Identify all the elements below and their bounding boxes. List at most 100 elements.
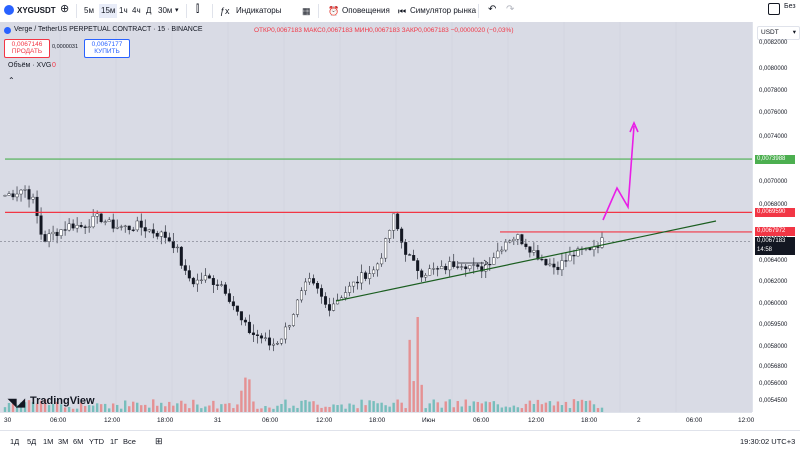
range-1m[interactable]: 1М	[43, 437, 54, 446]
time-tick: 06:00	[686, 417, 703, 424]
alerts-button[interactable]: Оповещения	[342, 6, 390, 15]
volume-bar	[19, 402, 23, 412]
clock-label[interactable]: 19:30:02 UTC+3	[740, 437, 796, 446]
candle	[283, 326, 287, 340]
candle	[155, 232, 159, 237]
candle	[552, 263, 556, 268]
chart-title[interactable]: Verge / TetherUS PERPETUAL CONTRACT · 15…	[14, 26, 203, 33]
collapse-legend-icon[interactable]: ⌃	[8, 76, 15, 85]
volume-bar	[328, 406, 331, 412]
arrow-head-icon	[483, 259, 489, 267]
symbol-search[interactable]: XYGUSDT	[17, 6, 56, 15]
buy-label: КУПИТЬ	[94, 48, 120, 55]
candle	[183, 265, 187, 271]
time-axis[interactable]: 30 06:00 12:00 18:00 31 06:00 12:00 18:00 Июн 06:…	[0, 412, 754, 431]
candle	[324, 296, 328, 305]
volume-bar	[156, 405, 159, 412]
candle	[416, 260, 420, 271]
volume-bar	[508, 407, 512, 412]
indicators-icon[interactable]: ƒx	[220, 6, 230, 16]
interval-15m[interactable]: 15м	[99, 4, 118, 18]
volume-bar	[204, 406, 207, 412]
range-3m[interactable]: 3М	[58, 437, 69, 446]
candle-type-icon[interactable]: ⫿	[196, 4, 200, 15]
currency-label: USDT	[761, 29, 779, 36]
volume-bar	[272, 408, 275, 412]
price-chart-svg[interactable]	[0, 22, 752, 412]
interval-5m[interactable]: 5м	[84, 6, 94, 15]
candle	[392, 213, 396, 231]
volume-bar	[576, 401, 580, 412]
volume-bar	[140, 405, 143, 412]
alert-clock-icon[interactable]: ⏰	[328, 6, 340, 16]
volume-bar	[348, 403, 351, 412]
range-all[interactable]: Все	[123, 437, 136, 446]
candle	[536, 250, 540, 260]
volume-bar	[560, 405, 564, 412]
volume-bar	[360, 399, 363, 412]
volume-bar	[340, 404, 343, 412]
candle	[504, 241, 508, 251]
buy-button[interactable]: 0,0067177 КУПИТЬ	[84, 39, 130, 58]
interval-1h[interactable]: 1ч	[119, 6, 128, 15]
layout-icon[interactable]: ▦	[302, 6, 311, 16]
volume-bar	[152, 399, 155, 412]
time-tick: 2	[637, 417, 641, 424]
candle	[259, 335, 263, 339]
indicators-button[interactable]: Индикаторы	[236, 6, 282, 15]
candle	[368, 273, 372, 279]
candle	[55, 231, 59, 236]
candle	[516, 234, 520, 240]
price-axis[interactable]: USDT ▾ 0,0082000 0,0080000 0,0078000 0,0076…	[752, 22, 800, 412]
price-tick: 0,0076000	[759, 110, 788, 116]
redo-icon[interactable]: ↷	[506, 4, 515, 15]
candle	[336, 299, 340, 305]
add-symbol-icon[interactable]: ⊕	[60, 3, 70, 15]
volume-legend[interactable]: Объём · XVG	[8, 62, 52, 69]
volume-bar	[11, 403, 15, 412]
volume-bar	[216, 408, 219, 412]
candle	[400, 228, 404, 243]
undo-icon[interactable]: ↶	[488, 4, 497, 15]
volume-bar	[368, 400, 371, 412]
candle	[127, 225, 131, 231]
candle	[151, 229, 155, 234]
interval-30m[interactable]: 30м	[158, 6, 173, 15]
market-simulator-button[interactable]: Симулятор рынка	[410, 6, 477, 15]
sell-button[interactable]: 0,0067146 ПРОДАТЬ	[4, 39, 50, 58]
volume-bar	[300, 400, 303, 412]
candle	[295, 299, 299, 315]
interval-4h[interactable]: 4ч	[132, 6, 141, 15]
volume-bar	[568, 408, 572, 412]
volume-bar	[516, 407, 520, 412]
volume-bar	[580, 399, 584, 412]
volume-bar	[540, 404, 544, 412]
volume-bar	[59, 404, 63, 412]
range-ytd[interactable]: YTD	[89, 437, 104, 446]
date-range-icon[interactable]: ⊞	[155, 436, 163, 446]
candle	[131, 229, 135, 231]
price-tick: 0,0060000	[759, 301, 788, 307]
range-6m[interactable]: 6М	[73, 437, 84, 446]
candle	[287, 325, 291, 328]
candle	[95, 213, 99, 217]
chart-pane[interactable]: Verge / TetherUS PERPETUAL CONTRACT · 15…	[0, 22, 752, 412]
layout-menu-icon[interactable]	[768, 3, 780, 15]
volume-bar	[264, 406, 267, 412]
candle	[79, 225, 83, 227]
volume-bar	[564, 401, 568, 412]
volume-bar	[196, 404, 199, 412]
candle	[520, 234, 524, 245]
volume-bar	[420, 384, 423, 412]
currency-selector[interactable]: USDT ▾	[757, 26, 800, 40]
range-1y[interactable]: 1Г	[110, 437, 119, 446]
candle	[195, 279, 199, 285]
range-1d[interactable]: 1Д	[10, 437, 20, 446]
replay-icon[interactable]: ⏮	[398, 6, 407, 16]
interval-1d[interactable]: Д	[146, 6, 152, 15]
range-5d[interactable]: 5Д	[27, 437, 37, 446]
interval-dropdown-icon[interactable]: ▾	[175, 7, 179, 14]
candle	[532, 250, 536, 253]
candle	[480, 266, 484, 272]
candle	[227, 293, 231, 302]
